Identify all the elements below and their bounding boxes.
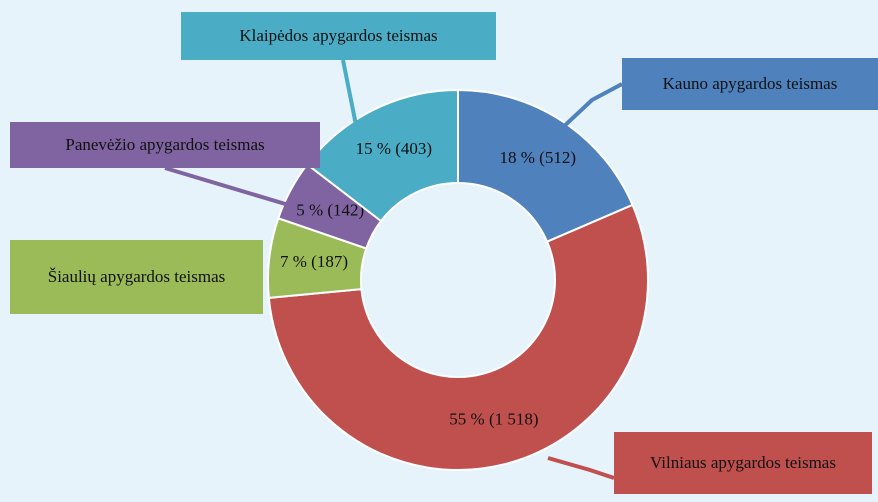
donut-slice bbox=[305, 88, 459, 223]
leader-line bbox=[547, 456, 615, 480]
data-label: 15 % (403) bbox=[356, 139, 432, 158]
donut-slice bbox=[267, 203, 649, 471]
donut-slice bbox=[457, 88, 634, 243]
callout-label: Kauno apygardos teismas bbox=[622, 58, 878, 110]
data-label: 5 % (142) bbox=[296, 200, 364, 219]
leader-line bbox=[341, 59, 359, 131]
data-label: 18 % (512) bbox=[500, 148, 576, 167]
leader-line bbox=[164, 166, 293, 208]
callout-label: Vilniaus apygardos teismas bbox=[614, 432, 872, 494]
data-label: 55 % (1 518) bbox=[449, 409, 538, 428]
leader-line bbox=[558, 82, 623, 132]
data-label: 7 % (187) bbox=[280, 252, 348, 271]
callout-label: Šiaulių apygardos teismas bbox=[10, 240, 263, 314]
callout-label: Klaipėdos apygardos teismas bbox=[181, 12, 496, 60]
callout-label: Panevėžio apygardos teismas bbox=[10, 122, 320, 168]
